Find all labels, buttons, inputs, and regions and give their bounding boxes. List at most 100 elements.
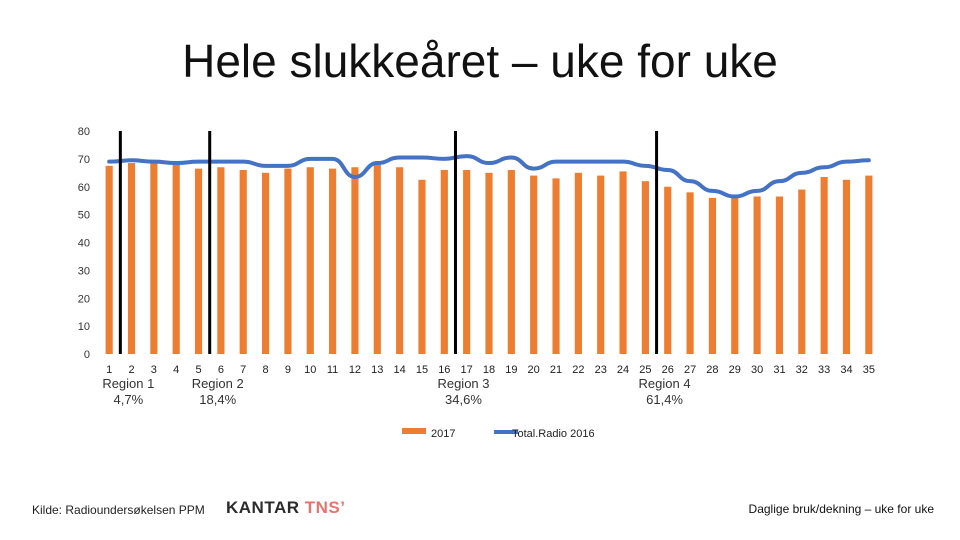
bar: [820, 176, 828, 354]
bar-series-2017: [105, 161, 873, 354]
bar: [306, 167, 314, 354]
line-series-total-radio-2016: [107, 154, 871, 199]
bar: [686, 192, 694, 354]
bar: [172, 164, 180, 354]
region-percent: 34,6%: [445, 392, 482, 407]
x-tick-label: 24: [617, 364, 629, 376]
x-tick-label: 11: [327, 364, 338, 376]
y-tick-label: 50: [78, 210, 90, 222]
x-axis: 1 2 3 4 5 6 7 8 9 10 11 12 13 14 15 16 17 18 19 20 21 22 23 24 2…: [106, 364, 875, 376]
x-tick-label: 32: [796, 364, 808, 376]
x-tick-label: 29: [729, 364, 741, 376]
x-tick-label: 16: [438, 364, 450, 376]
source-text: Kilde: Radioundersøkelsen PPM: [32, 503, 205, 517]
y-tick-label: 40: [78, 238, 90, 250]
brand-main: KANTAR: [226, 498, 300, 517]
x-tick-label: 33: [818, 364, 830, 376]
region-name: Region 2: [192, 376, 244, 391]
x-tick-label: 9: [285, 364, 291, 376]
bar: [351, 167, 359, 354]
legend-label-2017: 2017: [431, 428, 455, 440]
kantar-tns-logo: KANTAR TNS’: [226, 498, 345, 518]
x-tick-label: 25: [639, 364, 651, 376]
bar: [284, 168, 292, 354]
bar: [440, 170, 448, 354]
y-tick-label: 80: [78, 126, 90, 138]
bar: [597, 175, 605, 354]
x-tick-label: 20: [528, 364, 540, 376]
bar: [418, 179, 426, 354]
bar: [530, 175, 538, 354]
bar: [664, 186, 672, 354]
brand-mark: ’: [340, 498, 346, 517]
bar: [463, 170, 471, 354]
x-tick-label: 26: [662, 364, 674, 376]
x-tick-label: 8: [263, 364, 269, 376]
x-tick-label: 18: [483, 364, 495, 376]
footer-caption: Daglige bruk/dekning – uke for uke: [748, 502, 934, 516]
bar: [842, 179, 851, 354]
x-tick-label: 31: [773, 364, 785, 376]
bar: [329, 168, 337, 354]
x-tick-label: 17: [461, 364, 473, 376]
bar: [641, 181, 649, 354]
bar: [127, 163, 136, 354]
x-tick-label: 27: [684, 364, 696, 376]
region-name: Region 4: [639, 376, 691, 391]
bar: [731, 197, 739, 354]
page-title: Hele slukkeåret – uke for uke: [182, 35, 778, 87]
bar: [619, 171, 627, 354]
x-tick-label: 3: [151, 364, 157, 376]
x-tick-label: 21: [550, 364, 562, 376]
bar: [373, 164, 381, 354]
brand-accent: TNS: [304, 498, 341, 517]
y-tick-label: 60: [78, 182, 90, 194]
legend-label-total-radio-2016: Total.Radio 2016: [512, 428, 595, 440]
bar: [775, 196, 784, 354]
bar: [552, 178, 560, 354]
legend: 2017 Total.Radio 2016: [402, 428, 595, 440]
bar: [507, 170, 515, 354]
y-tick-label: 10: [78, 321, 90, 333]
bar: [194, 168, 203, 354]
bar: [239, 170, 247, 354]
y-tick-label: 30: [78, 265, 90, 277]
x-tick-label: 2: [128, 364, 134, 376]
y-tick-label: 0: [84, 349, 90, 361]
bar: [574, 172, 582, 354]
bar: [485, 172, 493, 354]
x-tick-label: 35: [863, 364, 875, 376]
x-tick-label: 28: [706, 364, 718, 376]
x-tick-label: 1: [106, 364, 112, 376]
x-tick-label: 22: [572, 364, 584, 376]
x-tick-label: 4: [173, 364, 179, 376]
region-dividers: [118, 131, 659, 354]
x-tick-label: 19: [505, 364, 517, 376]
x-tick-label: 23: [595, 364, 607, 376]
bar: [708, 197, 717, 354]
region-labels: Region 14,7% Region 218,4% Region 334,6% Re…: [102, 376, 690, 407]
legend-swatch-total-radio-2016: [494, 430, 518, 434]
bar: [753, 196, 761, 354]
region-percent: 61,4%: [646, 392, 683, 407]
x-tick-label: 15: [416, 364, 428, 376]
y-tick-label: 20: [78, 293, 90, 305]
x-tick-label: 10: [304, 364, 316, 376]
region-name: Region 1: [102, 376, 154, 391]
bar: [865, 175, 873, 354]
bar: [396, 167, 404, 354]
bar: [261, 172, 270, 354]
bar: [105, 165, 113, 354]
bar: [217, 167, 225, 354]
x-tick-label: 12: [349, 364, 361, 376]
x-tick-label: 7: [240, 364, 246, 376]
region-percent: 4,7%: [114, 392, 144, 407]
bar: [150, 161, 158, 354]
region-percent: 18,4%: [199, 392, 236, 407]
x-tick-label: 13: [371, 364, 383, 376]
x-tick-label: 5: [195, 364, 201, 376]
y-axis: 0 10 20 30 40 50 60 70 80: [78, 126, 90, 361]
legend-swatch-2017: [402, 428, 426, 434]
bar: [798, 189, 806, 354]
x-tick-label: 34: [840, 364, 852, 376]
